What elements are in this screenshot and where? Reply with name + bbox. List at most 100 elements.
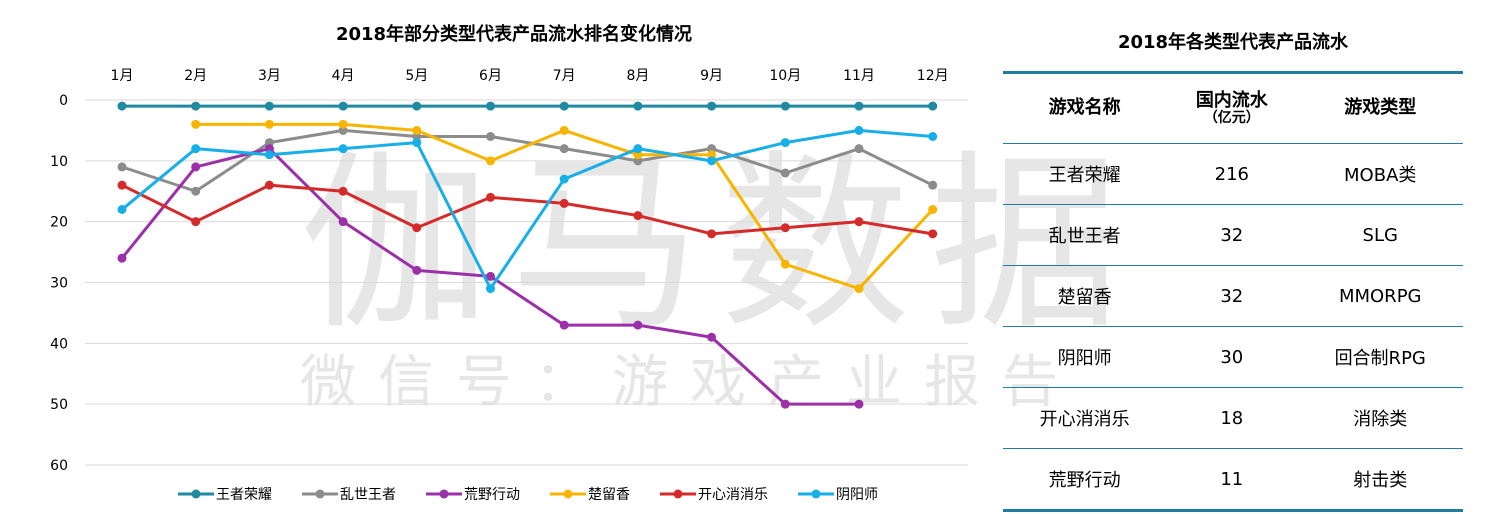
data-point bbox=[854, 284, 864, 294]
table-row: 王者荣耀 216 MOBA类 bbox=[1003, 143, 1463, 205]
data-point bbox=[633, 320, 643, 330]
legend-swatch-dot bbox=[563, 489, 573, 499]
data-point bbox=[780, 138, 790, 148]
data-point bbox=[486, 284, 495, 294]
legend-swatch-dot bbox=[673, 489, 683, 499]
data-point bbox=[928, 229, 938, 239]
x-tick-label: 9月 bbox=[700, 68, 723, 84]
data-point bbox=[264, 119, 274, 129]
x-tick-label: 3月 bbox=[258, 68, 281, 84]
cell-game-type: 消除类 bbox=[1297, 387, 1463, 449]
data-point bbox=[928, 180, 938, 190]
x-tick-label: 1月 bbox=[111, 68, 134, 84]
legend-label: 王者荣耀 bbox=[216, 487, 272, 503]
data-point bbox=[486, 156, 495, 166]
legend-label: 荒野行动 bbox=[464, 487, 520, 503]
x-tick-label: 10月 bbox=[769, 68, 801, 84]
cell-game-type: 回合制RPG bbox=[1297, 326, 1463, 388]
data-point bbox=[412, 125, 422, 135]
data-point bbox=[191, 162, 201, 172]
header-revenue: 国内流水 （亿元） bbox=[1166, 72, 1298, 144]
data-point bbox=[559, 125, 569, 135]
x-tick-label: 7月 bbox=[553, 68, 576, 84]
series-3 bbox=[191, 119, 938, 294]
data-point bbox=[854, 125, 864, 135]
y-tick-label: 40 bbox=[50, 336, 68, 352]
legend-label: 开心消消乐 bbox=[698, 487, 768, 503]
data-point bbox=[928, 101, 938, 111]
x-tick-label: 11月 bbox=[843, 68, 875, 84]
y-tick-label: 0 bbox=[59, 93, 68, 109]
data-point bbox=[117, 205, 127, 214]
data-point bbox=[191, 101, 201, 111]
data-point bbox=[780, 259, 790, 269]
data-point bbox=[191, 217, 201, 227]
data-point bbox=[191, 186, 201, 196]
series-line bbox=[121, 128, 933, 291]
data-point bbox=[559, 144, 569, 154]
table-row: 荒野行动 11 射击类 bbox=[1003, 449, 1463, 511]
data-point bbox=[191, 119, 201, 129]
data-point bbox=[633, 211, 643, 221]
data-point bbox=[780, 399, 790, 409]
data-point bbox=[191, 144, 201, 154]
table-row: 楚留香 32 MMORPG bbox=[1003, 265, 1463, 327]
series-4 bbox=[117, 180, 938, 239]
data-point bbox=[338, 101, 348, 111]
cell-game-name: 王者荣耀 bbox=[1003, 143, 1167, 205]
data-point bbox=[559, 198, 569, 208]
revenue-table: 游戏名称 国内流水 （亿元） 游戏类型 王者荣耀 216 MOBA类 乱世王者 … bbox=[1003, 71, 1463, 512]
data-point bbox=[854, 144, 864, 154]
y-tick-label: 50 bbox=[50, 397, 68, 413]
legend-swatch-dot bbox=[191, 489, 201, 499]
cell-revenue: 216 bbox=[1166, 143, 1298, 205]
cell-revenue: 32 bbox=[1166, 204, 1298, 266]
legend-item: 阴阳师 bbox=[798, 487, 878, 503]
table-header-row: 游戏名称 国内流水 （亿元） 游戏类型 bbox=[1003, 72, 1463, 144]
legend-label: 楚留香 bbox=[588, 487, 630, 503]
table-title: 2018年各类型代表产品流水 bbox=[1117, 32, 1349, 53]
data-point bbox=[117, 101, 127, 111]
x-tick-label: 6月 bbox=[479, 68, 502, 84]
data-point bbox=[412, 101, 422, 111]
cell-game-name: 楚留香 bbox=[1003, 265, 1167, 327]
table-row: 阴阳师 30 回合制RPG bbox=[1003, 326, 1463, 388]
cell-game-name: 乱世王者 bbox=[1003, 204, 1167, 266]
x-tick-label: 12月 bbox=[917, 68, 949, 84]
series-5 bbox=[117, 125, 938, 294]
data-point bbox=[707, 101, 717, 111]
data-point bbox=[854, 399, 864, 409]
legend-item: 荒野行动 bbox=[426, 487, 520, 503]
data-point bbox=[264, 180, 274, 190]
data-point bbox=[928, 205, 938, 214]
legend-label: 乱世王者 bbox=[340, 487, 396, 503]
chart-title: 2018年部分类型代表产品流水排名变化情况 bbox=[336, 23, 692, 45]
header-game-type: 游戏类型 bbox=[1297, 72, 1463, 144]
cell-game-name: 阴阳师 bbox=[1003, 326, 1167, 388]
cell-revenue: 30 bbox=[1166, 326, 1298, 388]
data-point bbox=[707, 332, 717, 342]
header-game-name: 游戏名称 bbox=[1003, 72, 1167, 144]
revenue-table-panel: 2018年各类型代表产品流水 游戏名称 国内流水 （亿元） 游戏类型 王者荣耀 … bbox=[1003, 18, 1463, 512]
data-point bbox=[486, 271, 495, 281]
data-point bbox=[486, 132, 495, 141]
data-point bbox=[633, 101, 643, 111]
table-row: 乱世王者 32 SLG bbox=[1003, 204, 1463, 266]
y-tick-label: 60 bbox=[50, 458, 68, 474]
x-tick-label: 5月 bbox=[405, 68, 428, 84]
data-point bbox=[559, 320, 569, 330]
series-line bbox=[121, 183, 933, 236]
cell-revenue: 11 bbox=[1220, 468, 1244, 490]
data-point bbox=[117, 253, 127, 263]
y-tick-label: 10 bbox=[50, 154, 68, 170]
cell-game-type: MOBA类 bbox=[1297, 143, 1463, 205]
data-point bbox=[928, 132, 938, 141]
data-point bbox=[338, 144, 348, 154]
data-point bbox=[707, 156, 717, 166]
cell-game-name: 荒野行动 bbox=[1048, 470, 1121, 491]
data-point bbox=[264, 150, 274, 160]
legend-item: 楚留香 bbox=[550, 487, 630, 503]
cell-game-type: 射击类 bbox=[1353, 470, 1408, 491]
data-point bbox=[780, 101, 790, 111]
data-point bbox=[559, 101, 569, 111]
